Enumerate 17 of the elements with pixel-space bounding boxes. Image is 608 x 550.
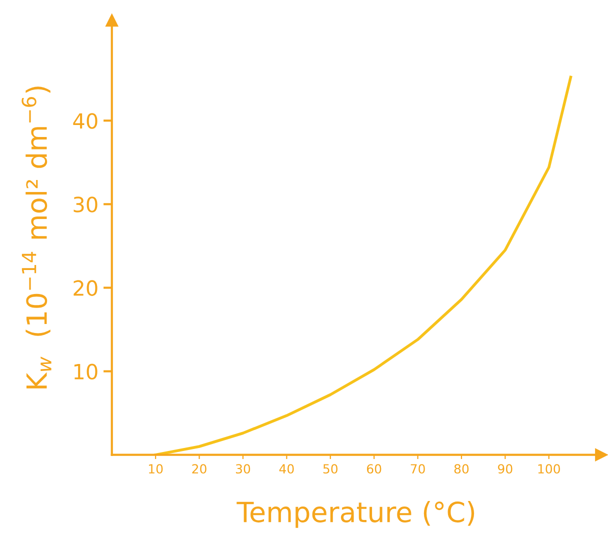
y-tick-label: 30	[74, 196, 98, 212]
x-tick-label: 70	[410, 464, 425, 474]
x-tick-label: 100	[538, 464, 560, 474]
x-tick-label: 50	[323, 464, 338, 474]
x-axis-title: Temperature (°C)	[236, 501, 474, 528]
y-tick-label: 10	[74, 364, 98, 380]
y-axis-title: K$_{w}$ (10$^{−14}$ mol² dm$^{−6}$)	[22, 86, 52, 388]
y-tick-label: 20	[74, 280, 98, 296]
line-series	[154, 76, 572, 455]
x-tick-label: 30	[236, 464, 250, 474]
x-tick-label: 80	[454, 464, 469, 474]
y-tick-label: 40	[73, 113, 98, 129]
x-tick-label: 90	[498, 464, 512, 474]
x-tick-label: 60	[366, 464, 382, 474]
x-tick-label: 20	[192, 464, 206, 474]
x-tick-label: 40	[279, 464, 294, 474]
x-tick-label: 10	[148, 464, 163, 474]
